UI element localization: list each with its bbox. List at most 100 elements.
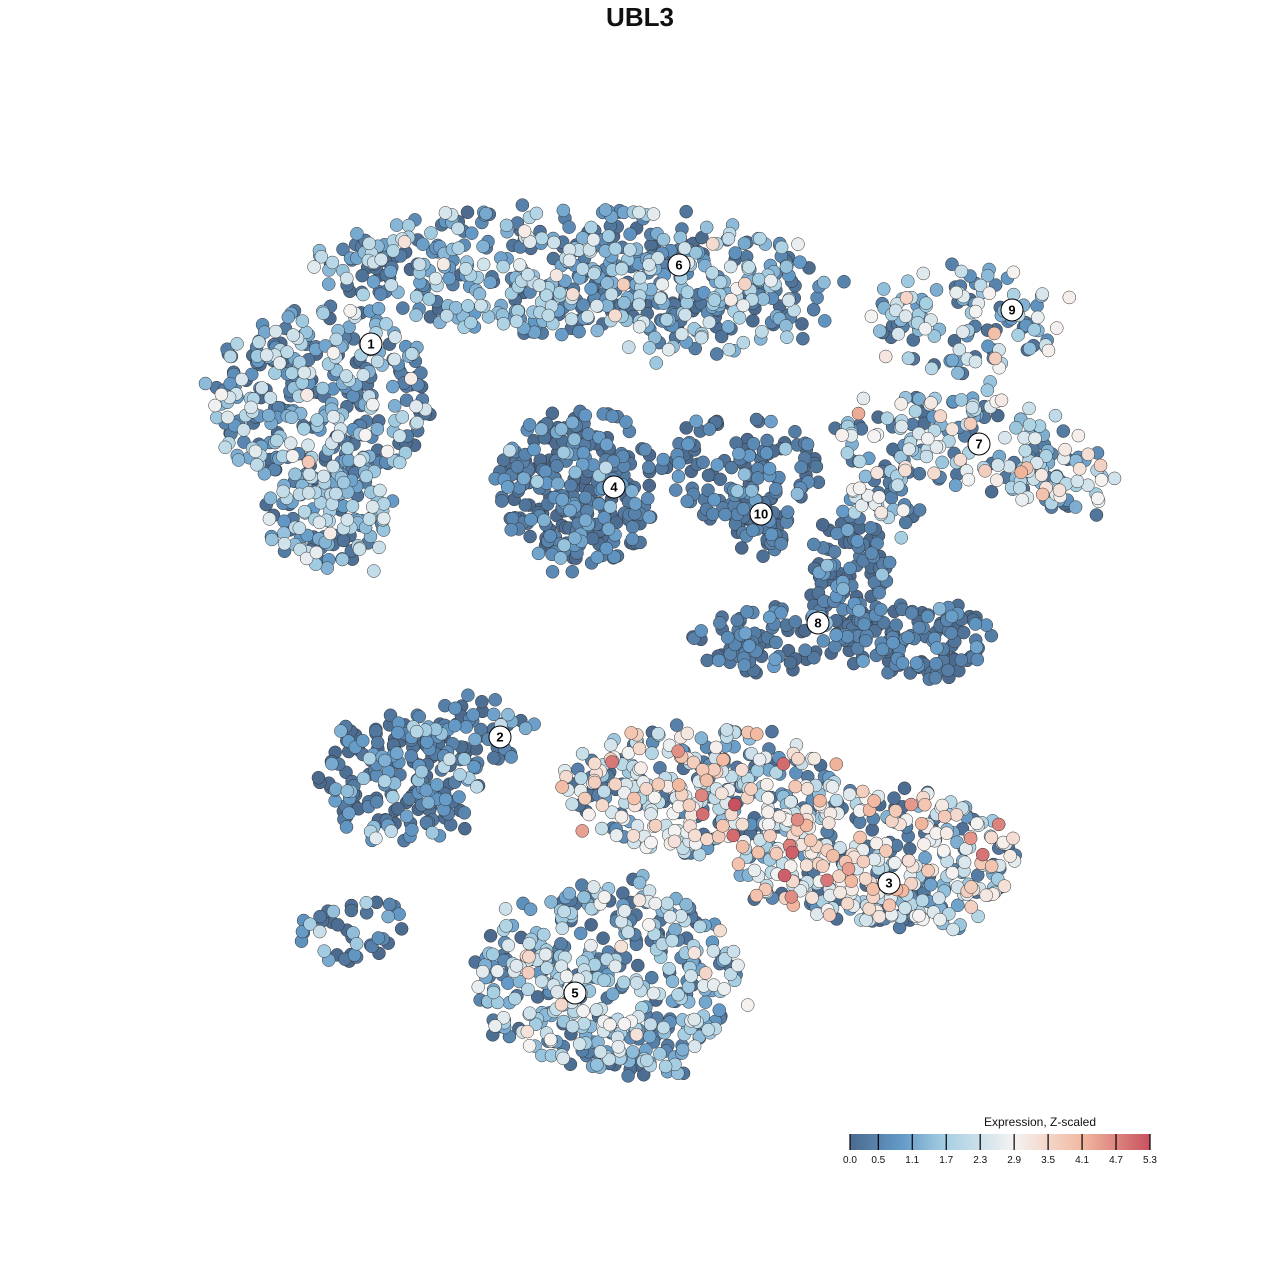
data-point xyxy=(381,909,395,924)
data-point xyxy=(366,397,380,412)
data-point xyxy=(994,393,1009,407)
data-point xyxy=(281,310,296,324)
data-point xyxy=(978,464,992,478)
data-point xyxy=(790,812,805,827)
data-point xyxy=(623,227,637,241)
data-point xyxy=(534,974,549,989)
data-point xyxy=(760,777,774,792)
data-point xyxy=(872,490,886,504)
data-point xyxy=(483,929,498,943)
data-point xyxy=(537,513,551,527)
data-point xyxy=(307,260,321,274)
data-point xyxy=(746,436,761,451)
data-point xyxy=(964,900,979,914)
cluster-label-3: 3 xyxy=(877,871,901,895)
data-point xyxy=(352,542,367,556)
data-point xyxy=(390,746,404,760)
data-point xyxy=(587,775,602,790)
data-point xyxy=(603,1017,617,1032)
data-point xyxy=(584,281,598,296)
data-point xyxy=(452,790,466,804)
data-point xyxy=(718,507,732,522)
data-point xyxy=(387,352,402,367)
data-point xyxy=(603,500,618,514)
data-point xyxy=(945,422,960,436)
data-point xyxy=(679,897,693,912)
data-point xyxy=(568,465,583,480)
data-point xyxy=(442,271,456,286)
data-point xyxy=(687,1012,702,1027)
data-point xyxy=(909,656,924,670)
data-point xyxy=(1006,831,1020,846)
data-point xyxy=(340,441,355,455)
data-point xyxy=(356,771,371,786)
data-point xyxy=(680,494,694,509)
data-point xyxy=(816,634,831,648)
data-point xyxy=(422,292,436,306)
data-point xyxy=(991,408,1005,423)
data-point xyxy=(961,472,976,487)
data-point xyxy=(873,324,887,338)
data-point xyxy=(803,833,818,848)
data-point xyxy=(565,564,580,579)
data-point xyxy=(639,782,654,796)
data-point xyxy=(550,459,564,473)
data-point xyxy=(286,328,300,342)
data-point xyxy=(457,806,472,820)
data-point xyxy=(864,546,879,560)
data-point xyxy=(822,908,837,922)
data-point xyxy=(231,453,246,467)
data-point xyxy=(901,274,915,288)
data-point xyxy=(638,442,652,457)
colorbar-tick-label: 2.3 xyxy=(973,1155,987,1166)
data-point xyxy=(538,947,553,962)
data-point xyxy=(316,469,331,484)
data-point xyxy=(590,323,605,338)
data-point xyxy=(807,751,822,766)
data-point xyxy=(736,298,751,313)
data-point xyxy=(844,874,859,888)
data-point xyxy=(752,752,767,767)
data-point xyxy=(331,429,345,444)
data-point xyxy=(365,500,380,514)
data-point xyxy=(362,236,376,251)
cluster-label-text: 5 xyxy=(571,986,578,1001)
data-point xyxy=(853,830,867,845)
data-point xyxy=(722,342,736,357)
data-point xyxy=(409,308,423,322)
data-point xyxy=(629,1027,644,1042)
data-point xyxy=(982,286,997,300)
data-point xyxy=(793,255,807,269)
data-point xyxy=(573,926,588,941)
data-point xyxy=(1058,442,1072,457)
cluster-label-9: 9 xyxy=(1000,298,1024,322)
data-point xyxy=(778,442,793,456)
data-point xyxy=(984,830,999,845)
data-point xyxy=(340,784,355,798)
data-point xyxy=(487,751,501,765)
data-point xyxy=(476,964,490,979)
data-point xyxy=(521,965,536,980)
data-point xyxy=(750,727,764,741)
cluster-label-6: 6 xyxy=(667,253,691,277)
data-point xyxy=(629,976,644,990)
data-point xyxy=(214,387,229,402)
data-point xyxy=(587,266,601,281)
data-point xyxy=(329,782,343,796)
data-point xyxy=(585,531,600,546)
cluster-label-8: 8 xyxy=(806,611,830,635)
cluster-label-text: 1 xyxy=(367,337,374,352)
data-point xyxy=(632,741,647,756)
data-point xyxy=(522,936,536,951)
data-point xyxy=(735,817,750,832)
data-point xyxy=(991,817,1006,832)
data-point xyxy=(933,409,948,423)
data-point xyxy=(924,396,938,410)
data-point xyxy=(451,221,465,236)
data-point xyxy=(932,602,947,616)
data-point xyxy=(488,693,502,707)
data-point xyxy=(898,515,913,530)
data-point xyxy=(675,327,689,341)
data-point xyxy=(496,259,510,274)
